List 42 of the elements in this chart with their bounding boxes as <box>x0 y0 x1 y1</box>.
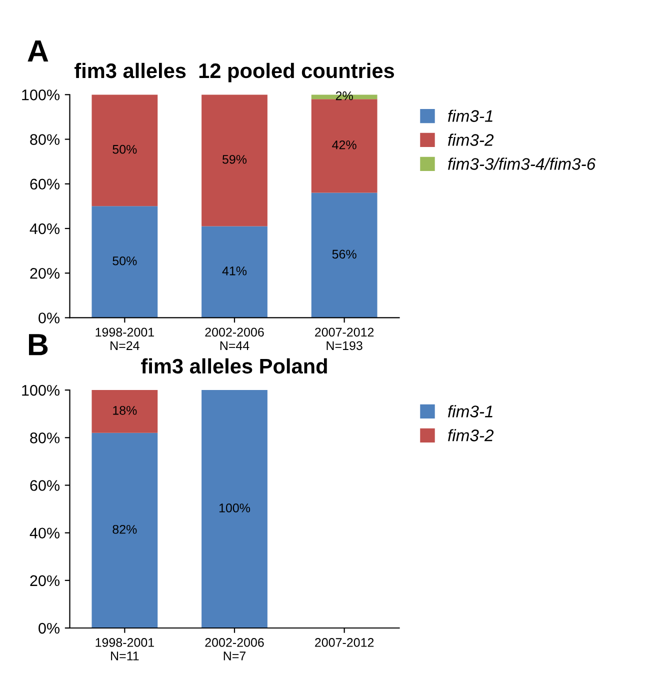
x-tick-label: 1998-2001 N=11 <box>96 638 154 660</box>
bar <box>202 94 268 226</box>
y-tick-label: 60% <box>30 480 60 491</box>
bar <box>311 99 378 193</box>
legend-label: fim3-2 <box>448 429 494 442</box>
x-tick-label: 2007-2012 N=193 <box>315 328 374 350</box>
text: B <box>28 334 48 356</box>
y-tick-label: 100% <box>22 384 60 396</box>
data-label: 59% <box>222 154 247 164</box>
y-tick-label: 80% <box>30 134 60 145</box>
data-label: 56% <box>332 250 356 259</box>
x-tick-label: 2002-2006 N=44 <box>205 328 264 350</box>
y-tick-label: 20% <box>30 268 60 279</box>
x-tick-label: 2002-2006 N=7 <box>205 638 264 660</box>
y-tick-label: 60% <box>30 178 60 190</box>
data-label: 42% <box>332 140 356 150</box>
legend-label: fim3-2 <box>448 134 494 146</box>
data-label: 41% <box>222 266 247 276</box>
data-label: 18% <box>113 406 137 415</box>
y-tick-label: 80% <box>30 432 60 444</box>
y-tick-label: 40% <box>30 223 60 234</box>
data-label: 50% <box>112 256 137 266</box>
legend-label: fim3-1 <box>448 110 492 122</box>
bar <box>92 206 158 318</box>
y-tick-label: 20% <box>30 575 60 586</box>
y-tick-label: 0% <box>38 312 60 324</box>
data-label: 100% <box>219 504 250 512</box>
data-label: 50% <box>112 144 137 154</box>
legend-label: fim3-1 <box>448 405 492 418</box>
data-label: 82% <box>112 524 137 534</box>
legend-label: fim3-3/fim3-4/fim3-6 <box>448 158 596 170</box>
bar <box>92 94 158 206</box>
chart-title: fim3 alleles Poland <box>141 358 327 374</box>
x-tick-label: 2007-2012 <box>315 638 374 647</box>
y-tick-label: 0% <box>38 622 60 634</box>
chart-title: fim3 alleles 12 pooled countries <box>74 62 394 82</box>
x-tick-label: 1998-2001 N=24 <box>96 328 154 350</box>
y-tick-label: 40% <box>30 528 60 539</box>
bar <box>202 226 268 318</box>
y-tick-label: 100% <box>22 90 60 100</box>
text: A <box>28 40 48 62</box>
bar <box>311 192 378 318</box>
